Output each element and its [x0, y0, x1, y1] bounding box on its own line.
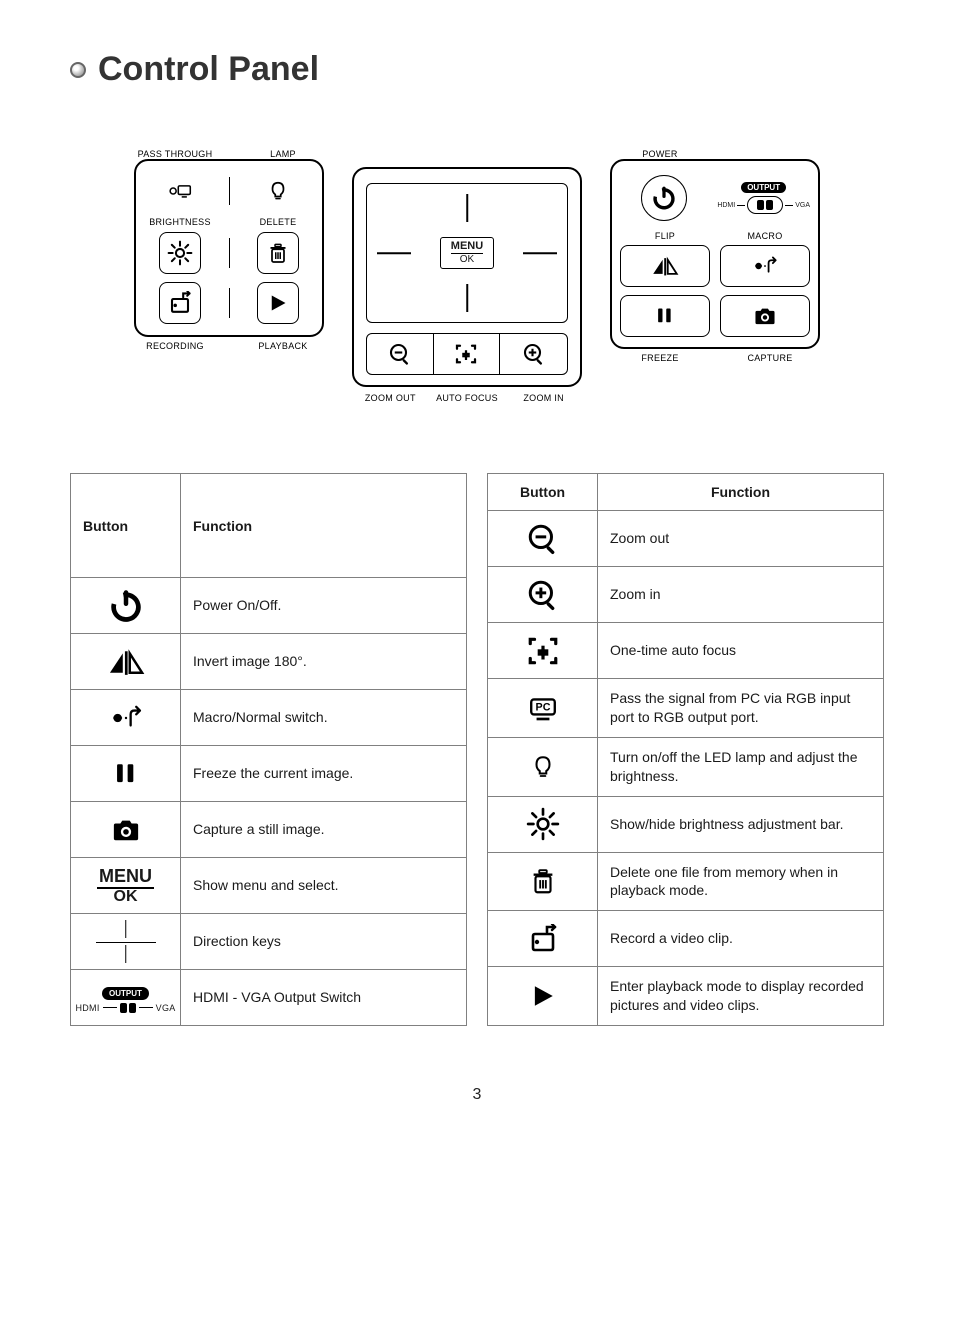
record-icon — [488, 911, 598, 967]
heading-text: Control Panel — [98, 50, 319, 89]
lbl-auto-focus: AUTO FOCUS — [429, 393, 506, 403]
zoom-out-button[interactable] — [367, 334, 434, 374]
capture-function: Capture a still image. — [181, 802, 467, 858]
lamp-icon-tbl — [488, 737, 598, 796]
panel-center: MENU OK — [352, 167, 582, 387]
menu-ok-icon: MENUOK — [71, 858, 181, 914]
lbl-delete: DELETE — [242, 217, 314, 227]
delete-function: Delete one file from memory when in play… — [598, 852, 884, 911]
freeze-function: Freeze the current image. — [181, 746, 467, 802]
direction-pad[interactable]: MENU OK — [366, 183, 568, 323]
lbl-playback: PLAYBACK — [242, 341, 324, 351]
panel-right-wrap: POWER OUTPUT HDMI VGA FLIP MACRO — [610, 149, 820, 403]
flip-icon — [71, 634, 181, 690]
delete-icon — [488, 852, 598, 911]
lbl-recording: RECORDING — [134, 341, 216, 351]
brightness-function: Show/hide brightness adjustment bar. — [598, 796, 884, 852]
heading-bullet-icon — [70, 62, 86, 78]
table-header-row: Button Function — [71, 474, 467, 578]
passthrough-icon — [144, 179, 216, 203]
zoom-in-button[interactable] — [500, 334, 567, 374]
function-tables: Button Function Power On/Off. Invert ima… — [70, 473, 884, 1026]
direction-function: Direction keys — [181, 914, 467, 970]
play-function: Enter playback mode to display recorded … — [598, 967, 884, 1026]
output-badge: OUTPUT — [741, 182, 786, 193]
lbl-flip: FLIP — [620, 231, 710, 241]
lbl-freeze: FREEZE — [610, 353, 710, 363]
table-header-row: Button Function — [488, 474, 884, 511]
panel-left: BRIGHTNESS DELETE — [134, 159, 324, 337]
th-function-r: Function — [598, 474, 884, 511]
page-number: 3 — [70, 1086, 884, 1104]
lbl-zoom-out: ZOOM OUT — [352, 393, 429, 403]
menu-ok-function: Show menu and select. — [181, 858, 467, 914]
capture-icon — [71, 802, 181, 858]
lbl-lamp: LAMP — [242, 149, 324, 159]
zoom-in-function: Zoom in — [598, 567, 884, 623]
page-title: Control Panel — [70, 50, 884, 89]
brightness-icon — [488, 796, 598, 852]
delete-button[interactable] — [257, 232, 299, 274]
lbl-brightness: BRIGHTNESS — [144, 217, 216, 227]
macro-button[interactable] — [720, 245, 810, 287]
lbl-power: POWER — [610, 149, 710, 159]
diagram-row: PASS THROUGH LAMP BRIGHTNESS DELETE — [70, 149, 884, 403]
direction-icon — [71, 914, 181, 970]
recording-button[interactable] — [159, 282, 201, 324]
table-left: Button Function Power On/Off. Invert ima… — [70, 473, 467, 1026]
playback-button[interactable] — [257, 282, 299, 324]
lamp-function: Turn on/off the LED lamp and adjust the … — [598, 737, 884, 796]
lamp-icon — [242, 178, 314, 204]
zoom-in-icon — [488, 567, 598, 623]
power-button[interactable] — [641, 175, 687, 221]
panel-left-wrap: PASS THROUGH LAMP BRIGHTNESS DELETE — [134, 149, 324, 403]
panel-center-wrap: MENU OK ZOOM OUT AUTO FOCUS ZOOM IN — [352, 167, 582, 403]
power-icon — [71, 578, 181, 634]
pc-icon — [488, 679, 598, 738]
flip-button[interactable] — [620, 245, 710, 287]
pc-function: Pass the signal from PC via RGB input po… — [598, 679, 884, 738]
autofocus-icon — [488, 623, 598, 679]
power-function: Power On/Off. — [181, 578, 467, 634]
record-function: Record a video clip. — [598, 911, 884, 967]
autofocus-button[interactable] — [434, 334, 501, 374]
lbl-capture: CAPTURE — [720, 353, 820, 363]
zoom-out-icon — [488, 511, 598, 567]
th-function-l: Function — [181, 474, 467, 578]
macro-function: Macro/Normal switch. — [181, 690, 467, 746]
zoom-out-function: Zoom out — [598, 511, 884, 567]
lbl-macro: MACRO — [720, 231, 810, 241]
capture-button[interactable] — [720, 295, 810, 337]
lbl-pass-through: PASS THROUGH — [134, 149, 216, 159]
flip-function: Invert image 180°. — [181, 634, 467, 690]
autofocus-function: One-time auto focus — [598, 623, 884, 679]
freeze-icon — [71, 746, 181, 802]
th-button-l: Button — [71, 474, 181, 578]
play-icon — [488, 967, 598, 1026]
output-switch-function: HDMI - VGA Output Switch — [181, 970, 467, 1026]
brightness-button[interactable] — [159, 232, 201, 274]
output-switch[interactable] — [747, 196, 783, 214]
th-button-r: Button — [488, 474, 598, 511]
table-right: Button Function Zoom out Zoom in One-tim… — [487, 473, 884, 1026]
freeze-button[interactable] — [620, 295, 710, 337]
output-switch-icon: OUTPUT HDMIVGA — [71, 970, 181, 1026]
panel-right: OUTPUT HDMI VGA FLIP MACRO — [610, 159, 820, 349]
lbl-zoom-in: ZOOM IN — [505, 393, 582, 403]
menu-ok-button[interactable]: MENU OK — [440, 237, 494, 269]
macro-icon — [71, 690, 181, 746]
